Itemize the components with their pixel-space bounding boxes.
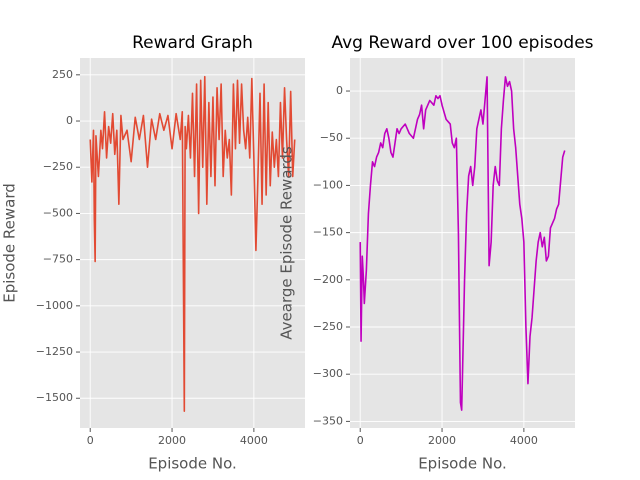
x-tick-label: 2000 <box>428 434 456 447</box>
y-tick-label: −1000 <box>36 299 73 312</box>
y-tick-label: 0 <box>66 114 73 127</box>
x-tick-label: 0 <box>357 434 364 447</box>
data-line <box>89 75 296 412</box>
x-tick-label: 2000 <box>158 434 186 447</box>
y-tick-label: −300 <box>313 367 343 380</box>
x-tick-label: 4000 <box>240 434 268 447</box>
chart-title: Avg Reward over 100 episodes <box>331 33 593 53</box>
y-tick-label: −750 <box>43 253 73 266</box>
y-tick-label: −250 <box>313 320 343 333</box>
y-tick-label: 0 <box>336 84 343 97</box>
x-tick-label: 4000 <box>510 434 538 447</box>
x-tick-label: 0 <box>87 434 94 447</box>
y-tick-label: −150 <box>313 226 343 239</box>
y-tick-label: −200 <box>313 273 343 286</box>
y-axis-label: Avearge Episode Rewards <box>278 146 296 340</box>
y-tick-label: −250 <box>43 160 73 173</box>
y-tick-label: 250 <box>52 68 73 81</box>
y-tick-label: −100 <box>313 178 343 191</box>
data-line <box>359 76 566 411</box>
x-axis-label: Episode No. <box>148 455 237 473</box>
y-tick-label: −500 <box>43 206 73 219</box>
y-tick-label: −1250 <box>36 345 73 358</box>
y-tick-label: −50 <box>320 131 343 144</box>
x-axis-label: Episode No. <box>418 455 507 473</box>
y-axis-label: Episode Reward <box>1 183 19 303</box>
y-tick-label: −350 <box>313 414 343 427</box>
y-tick-label: −1500 <box>36 391 73 404</box>
chart-title: Reward Graph <box>132 33 253 53</box>
